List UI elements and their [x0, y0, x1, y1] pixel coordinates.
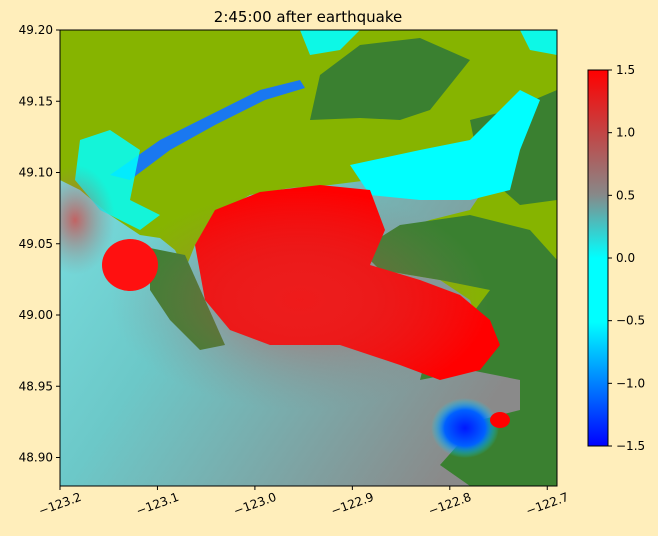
colorbar-tick-label: 1.5 [616, 63, 635, 77]
x-tick-label: −123.2 [37, 490, 84, 518]
y-tick-label: 49.15 [19, 94, 53, 108]
colorbar-tick-label: 0.5 [616, 188, 635, 202]
river-water [110, 80, 305, 180]
wave-red-edge [60, 165, 115, 275]
plot-area [60, 30, 557, 486]
colorbar-tick-label: −1.0 [616, 376, 645, 390]
wave-red-halo [110, 190, 490, 410]
y-tick-label: 49.10 [19, 166, 53, 180]
y-tick-label: 48.90 [19, 451, 53, 465]
colorbar: 1.5 1.0 0.5 0.0 −0.5 −1.0 −1.5 [587, 63, 645, 453]
colorbar-ticks: 1.5 1.0 0.5 0.0 −0.5 −1.0 −1.5 [608, 63, 645, 453]
x-axis: −123.2 −123.1 −123.0 −122.9 −122.8 −122.7 [37, 486, 571, 518]
wave-red-spot [490, 412, 510, 428]
colorbar-tick-label: 0.0 [616, 251, 635, 265]
x-tick-label: −122.9 [329, 490, 376, 518]
y-tick-label: 48.95 [19, 379, 53, 393]
x-tick-label: −122.8 [427, 490, 474, 518]
x-tick-label: −122.7 [524, 490, 571, 518]
x-tick-label: −123.1 [134, 490, 181, 518]
colorbar-tick-label: 1.0 [616, 126, 635, 140]
colorbar-tick-label: −0.5 [616, 314, 645, 328]
colorbar-gradient [587, 69, 609, 447]
wave-red-west [102, 239, 158, 291]
y-tick-label: 49.00 [19, 308, 53, 322]
chart-title: 2:45:00 after earthquake [214, 8, 402, 26]
flood-water-north [300, 30, 557, 55]
plot-frame [59, 29, 558, 487]
colorbar-tick-label: −1.5 [616, 439, 645, 453]
x-tick-label: −123.0 [232, 490, 279, 518]
y-tick-label: 49.05 [19, 237, 53, 251]
y-tick-label: 49.20 [19, 23, 53, 37]
flood-water-east [350, 90, 540, 200]
land-upland [310, 38, 470, 120]
y-axis: 48.90 48.95 49.00 49.05 49.10 49.15 49.20 [19, 23, 60, 465]
wave-blue-trough [431, 398, 499, 458]
